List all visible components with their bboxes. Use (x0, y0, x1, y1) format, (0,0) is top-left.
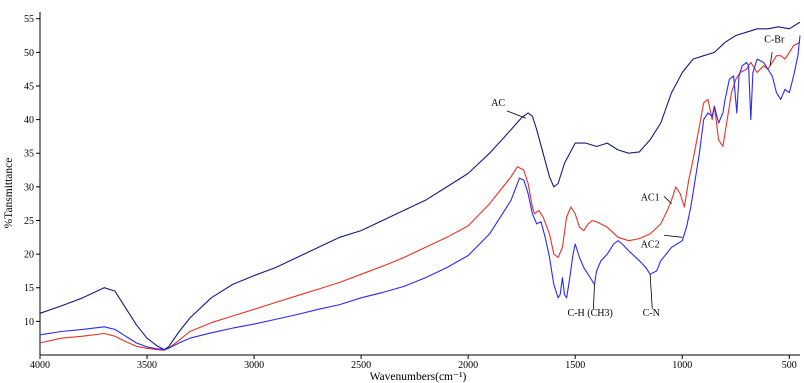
annotation-leader (593, 284, 595, 310)
x-tick-label: 4000 (30, 360, 50, 371)
annotation-leader (664, 234, 683, 238)
annotation-leader (769, 52, 773, 66)
series-line-ac2 (39, 35, 801, 351)
plot-area: 4000 3500 3000 2500 2000 1500 1000 500 10 15 20 25… (24, 12, 801, 371)
x-tick-label: 3500 (137, 360, 157, 371)
annotation-leader (663, 195, 672, 204)
y-tick-label: 30 (24, 182, 34, 193)
annotation-leader (506, 110, 527, 119)
annotation-label: AC (491, 98, 505, 109)
y-tick-label: 40 (24, 115, 34, 126)
y-tick-label: 50 (24, 48, 34, 59)
y-ticks: 10 15 20 25 30 35 40 45 50 55 (24, 14, 40, 328)
y-tick-label: 20 (24, 250, 34, 261)
annotation-leader (649, 274, 653, 310)
y-tick-label: 45 (24, 81, 34, 92)
x-tick-label: 500 (782, 360, 797, 371)
y-tick-label: 55 (24, 14, 34, 25)
y-tick-label: 35 (24, 149, 34, 160)
x-tick-label: 1000 (672, 360, 692, 371)
y-tick-label: 15 (24, 283, 34, 294)
y-axis-label: %Tansmittance (3, 158, 15, 229)
annotation-label: AC2 (641, 239, 660, 250)
y-tick-label: 10 (24, 317, 34, 328)
y-tick-label: 25 (24, 216, 34, 227)
x-tick-label: 2500 (351, 360, 371, 371)
x-tick-label: 1500 (565, 360, 585, 371)
annotation-label: C-Br (764, 34, 785, 45)
annotation-layer: AC AC1 AC2 C-H (CH3) C-N C-Br (491, 34, 785, 319)
x-tick-label: 2000 (458, 360, 478, 371)
annotation-label: C-N (643, 308, 660, 319)
annotation-label: AC1 (641, 192, 660, 203)
series-line-ac1 (39, 41, 801, 351)
x-axis-label: Wavenumbers(cm⁻¹) (370, 371, 467, 383)
x-tick-label: 3000 (244, 360, 264, 371)
annotation-label: C-H (CH3) (568, 308, 613, 319)
series-layer (39, 21, 801, 351)
series-line-ac (39, 21, 801, 351)
x-ticks: 4000 3500 3000 2500 2000 1500 1000 500 (30, 355, 797, 371)
